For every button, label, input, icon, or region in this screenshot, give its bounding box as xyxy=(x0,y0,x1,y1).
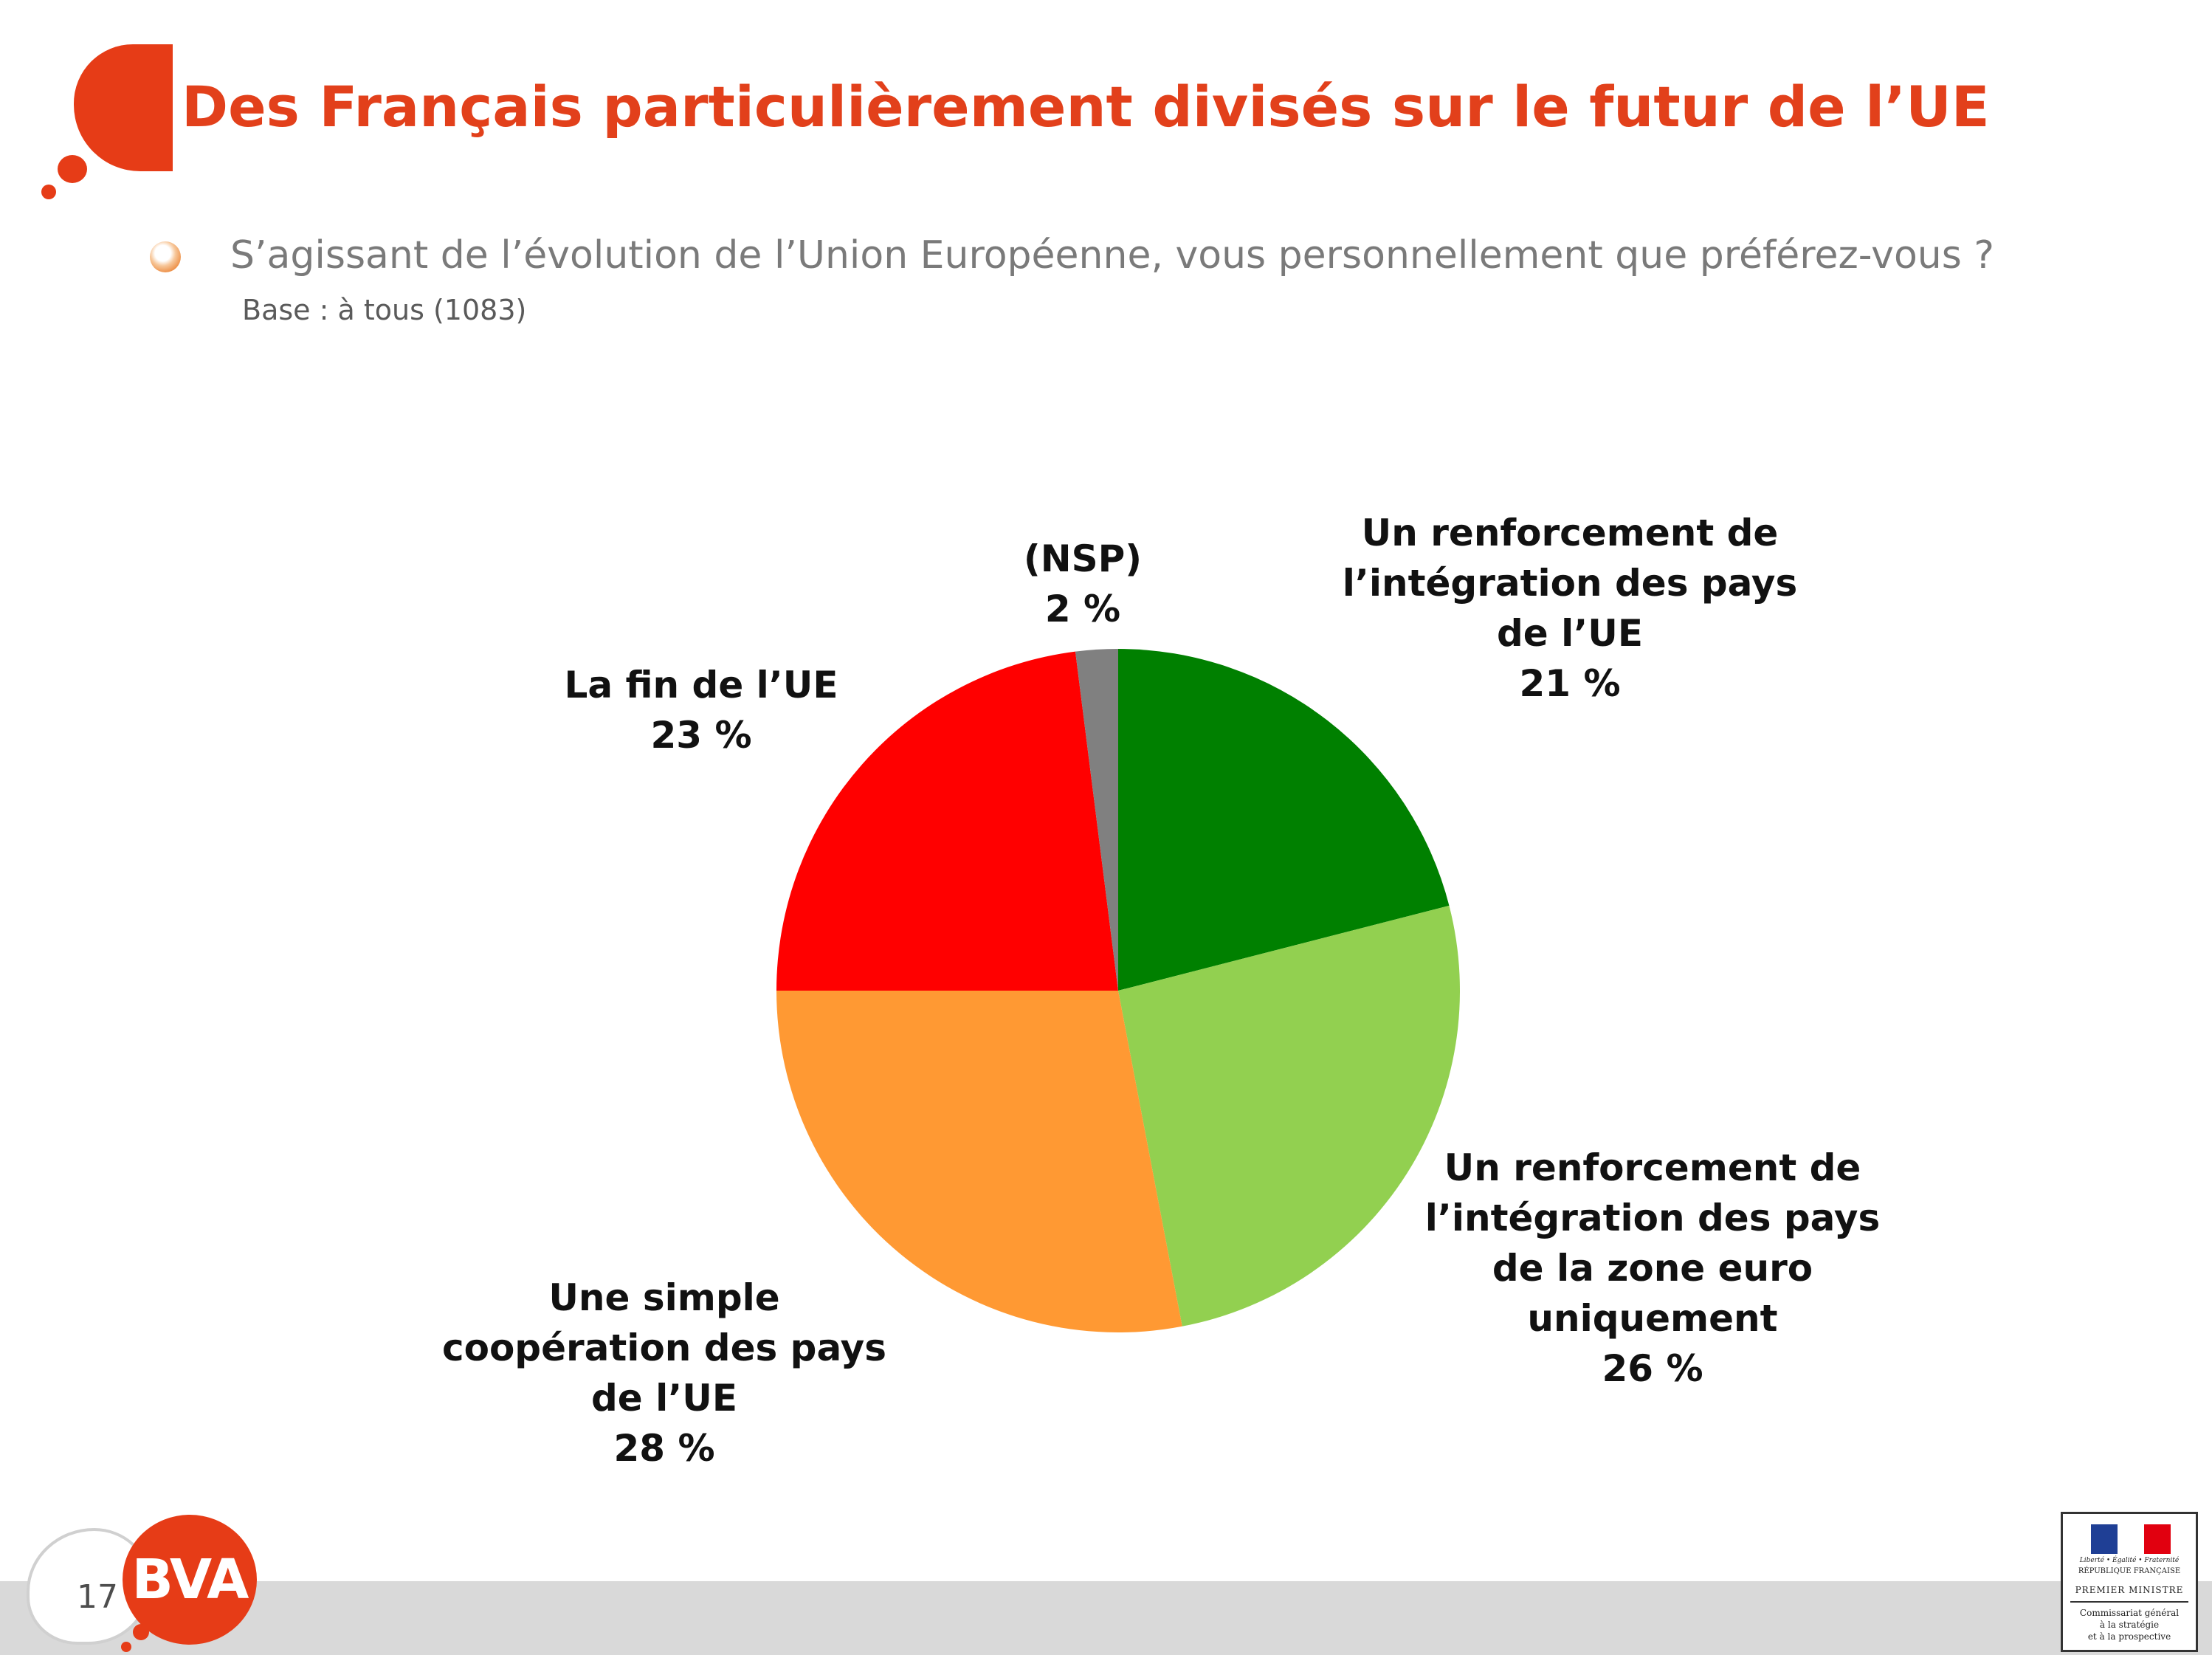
gov-motto: Liberté • Égalité • Fraternité xyxy=(2079,1557,2180,1564)
label-nsp-value: 2 % xyxy=(1044,588,1121,630)
label-fin-ue-name: La fin de l’UE xyxy=(564,664,838,706)
label-renforcement-ue: Un renforcement de l’intégration des pay… xyxy=(1312,508,1828,709)
french-flag-icon xyxy=(2091,1524,2171,1554)
label-fin-ue-value: 23 % xyxy=(650,714,752,757)
bva-logo: BVA xyxy=(123,1515,257,1645)
label-renforcement-zone-euro: Un renforcement de l’intégration des pay… xyxy=(1394,1143,1911,1394)
slice-nsp xyxy=(1075,649,1118,991)
slice-renforcement-ue xyxy=(1118,649,1450,991)
label-simple-cooperation-name: Une simple coopération des pays de l’UE xyxy=(441,1276,887,1420)
page-number: 17 xyxy=(77,1578,118,1616)
slice-fin-ue xyxy=(776,651,1118,991)
gov-separator xyxy=(2070,1601,2188,1603)
label-renforcement-zone-euro-value: 26 % xyxy=(1602,1347,1703,1390)
survey-question: S’agissant de l’évolution de l’Union Eur… xyxy=(230,233,1994,278)
label-simple-cooperation-value: 28 % xyxy=(613,1427,715,1470)
slice-simple-cooperation xyxy=(776,991,1182,1332)
title-dot-decoration-small xyxy=(41,185,56,199)
gov-commission: Commissariat général à la stratégie et à… xyxy=(2079,1608,2180,1642)
label-simple-cooperation: Une simple coopération des pays de l’UE … xyxy=(406,1273,923,1473)
footer-bar xyxy=(0,1581,2212,1655)
label-fin-ue: La fin de l’UE 23 % xyxy=(443,660,959,760)
bva-logo-text: BVA xyxy=(131,1548,249,1611)
bva-dot-decoration-small xyxy=(121,1642,131,1652)
title-dot-decoration xyxy=(58,155,87,183)
slide-title: Des Français particulièrement divisés su… xyxy=(182,74,1990,140)
bullet-icon xyxy=(150,241,181,272)
label-renforcement-ue-value: 21 % xyxy=(1519,662,1621,705)
label-renforcement-ue-name: Un renforcement de l’intégration des pay… xyxy=(1342,512,1798,655)
gov-ministry: PREMIER MINISTRE xyxy=(2075,1585,2184,1595)
label-nsp-name: (NSP) xyxy=(1023,537,1143,580)
slice-renforcement-zone-euro xyxy=(1118,905,1460,1327)
label-nsp: (NSP) 2 % xyxy=(824,534,1341,634)
label-renforcement-zone-euro-name: Un renforcement de l’intégration des pay… xyxy=(1424,1146,1881,1340)
bva-dot-decoration xyxy=(133,1624,149,1640)
government-logo: Liberté • Égalité • Fraternité RÉPUBLIQU… xyxy=(2061,1512,2198,1652)
gov-republic: RÉPUBLIQUE FRANÇAISE xyxy=(2078,1567,2181,1575)
survey-base: Base : à tous (1083) xyxy=(242,294,527,326)
